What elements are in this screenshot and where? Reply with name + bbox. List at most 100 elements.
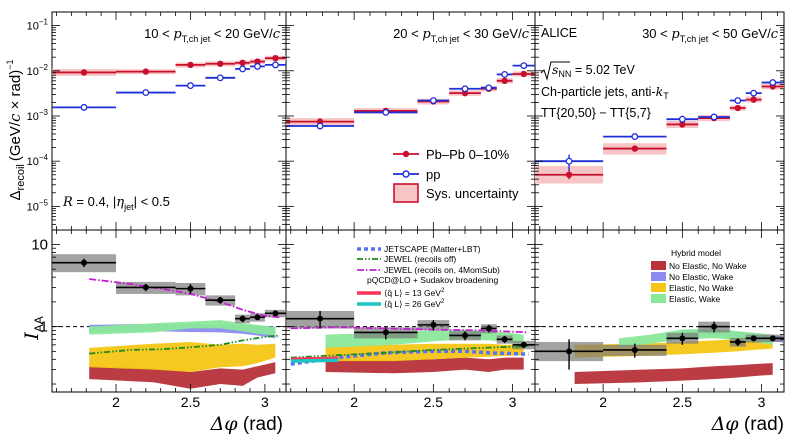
pbpb-point-p1-3 xyxy=(187,61,194,69)
pp-point-p2-3 xyxy=(429,97,437,104)
iaa-point-p1-7 xyxy=(272,310,279,317)
legend-sys: Sys. uncertainty xyxy=(393,183,519,203)
legend-jewel-off-label: JEWEL (recoils off) xyxy=(384,254,456,264)
sqrt-symbol xyxy=(540,61,570,81)
pp-point-p1-3 xyxy=(187,82,194,90)
eta-symbol: η xyxy=(116,195,124,210)
xtick-label-p1-2: 2.5 xyxy=(181,394,201,410)
pp-point-p1-1 xyxy=(80,103,88,111)
pp-point-p3-5 xyxy=(734,97,742,104)
pp-point-p1-5 xyxy=(239,65,247,73)
legend-pbpb-label: Pb–Pb 0–10% xyxy=(426,147,510,162)
legend-ne-nw-label: No Elastic, No Wake xyxy=(669,261,747,271)
iaa-point-p1-4 xyxy=(217,297,224,304)
band-e_nw-p1 xyxy=(89,342,276,372)
pt2-c: c xyxy=(522,27,530,42)
top-legend: Pb–Pb 0–10% pp Sys. uncertainty xyxy=(393,147,519,203)
legend-q13-label: ⟨q̂ L⟩ = 13 GeV2 xyxy=(384,288,445,298)
top-ytick-label-5: 10−1 xyxy=(27,18,49,33)
xlabel-3: Δφ (rad) xyxy=(711,413,784,435)
iaa-point-p1-2 xyxy=(142,284,149,291)
models-legend: JETSCAPE (Matter+LBT) JEWEL (recoils off… xyxy=(357,244,500,309)
legend-e-w-label: Elastic, Wake xyxy=(669,294,720,304)
pt3-c: c xyxy=(771,27,779,42)
alice-annotations: ALICE sNN = 5.02 TeV Ch-particle jets, a… xyxy=(540,26,669,120)
r-eta-label: R = 0.4, |ηjet| < 0.5 xyxy=(62,194,170,212)
pp-point-p2-1 xyxy=(316,122,324,130)
pp-point-p3-2 xyxy=(631,133,639,141)
top-ytick-base-3: 10 xyxy=(27,111,39,123)
pt3-p: p xyxy=(671,27,680,42)
pp-point-p2-6 xyxy=(501,71,509,78)
ylabel-main: (GeV/ xyxy=(7,121,24,161)
panel-title-2: 20 < pT,ch jet < 30 GeV/c xyxy=(393,26,530,44)
iaa-point-p2-5 xyxy=(485,325,492,332)
pp-point-p3-1 xyxy=(565,157,573,165)
legend-e-nw-label: Elastic, No Wake xyxy=(669,283,734,293)
pp-point-p3-3 xyxy=(678,115,686,123)
iaa-point-p3-3 xyxy=(679,335,686,342)
q26-text: ⟨q̂ L⟩ = 26 GeV xyxy=(384,299,441,309)
top-ytick-exp-2: −4 xyxy=(39,153,49,162)
pp-point-p1-4 xyxy=(216,74,224,82)
pp-point-p1-6 xyxy=(254,62,261,70)
eta-cut: | < 0.5 xyxy=(134,194,170,209)
xtick-label-p1-1: 2 xyxy=(112,394,120,410)
pbpb-point-p2-7 xyxy=(520,70,527,78)
jets-label: Ch-particle jets, anti-kT xyxy=(541,84,669,101)
pt1-c: c xyxy=(273,27,281,42)
legend-ne-w-swatch xyxy=(651,272,666,281)
pbpb-point-p1-7 xyxy=(272,54,279,62)
legend-pp-marker xyxy=(402,170,410,178)
curve-q26-p2 xyxy=(290,358,339,363)
ylabel-times: × rad) xyxy=(7,70,24,114)
pt1-p: p xyxy=(173,27,182,42)
top-plot-layer xyxy=(52,54,784,184)
pp-point-p3-4 xyxy=(710,113,718,121)
top-ytick-label-4: 10−2 xyxy=(27,63,49,78)
top-ytick-exp-1: −5 xyxy=(39,198,49,207)
pp-point-p1-2 xyxy=(142,89,150,97)
pp-point-p3-6 xyxy=(750,89,758,97)
eta-sub: jet xyxy=(123,202,134,212)
pt2-p: p xyxy=(422,27,431,42)
curve-q13-p2 xyxy=(290,356,339,362)
top-ytick-base-1: 10 xyxy=(27,201,39,213)
xlabel-1-dphi: Δφ xyxy=(210,413,239,435)
xtick-label-p2-1: 2 xyxy=(350,394,358,410)
panel-title-3: 30 < pT,ch jet < 50 GeV/c xyxy=(642,26,779,44)
pbpb-point-p1-6 xyxy=(254,58,261,65)
pt1-b: < 20 GeV/ xyxy=(210,26,273,41)
q26-exp: 2 xyxy=(441,299,445,305)
pp-point-p2-7 xyxy=(520,62,528,70)
iaa-i: I xyxy=(21,332,43,341)
bot-ytick-label-2: 10 xyxy=(31,236,48,253)
band-ne_nw-p3 xyxy=(574,363,773,384)
iaa-point-p2-6 xyxy=(501,336,508,343)
iaa-point-p1-1 xyxy=(81,259,88,266)
pp-point-p2-4 xyxy=(461,85,469,93)
legend-pqcd-label: pQCD@LO + Sudakov broadening xyxy=(367,275,499,285)
xtick-label-p2-3: 3 xyxy=(509,394,517,410)
curve-jewel_off-p2 xyxy=(290,345,529,359)
legend-sys-label: Sys. uncertainty xyxy=(426,186,519,201)
xtick-label-p2-2: 2.5 xyxy=(424,394,444,410)
svg-text:Δrecoil(GeV/c × rad)−1: Δrecoil (GeV/c × rad)−1 xyxy=(5,60,27,201)
band-e_w-p1 xyxy=(89,320,276,336)
frame-bottom-3 xyxy=(534,229,785,393)
ylabel-c: c xyxy=(6,113,24,122)
top-ytick-exp-3: −3 xyxy=(39,108,49,117)
legend-ne-nw-swatch xyxy=(651,261,666,270)
iaa-point-p3-7 xyxy=(769,335,776,342)
iaa-point-p2-7 xyxy=(520,341,527,348)
energy-label: = 5.02 TeV xyxy=(571,63,635,77)
r-symbol: R xyxy=(62,195,73,210)
xtick-label-p3-3: 3 xyxy=(758,394,766,410)
xtick-label-p3-2: 2.5 xyxy=(673,394,693,410)
iaa-point-p2-1 xyxy=(317,315,324,322)
pbpb-point-p1-5 xyxy=(239,59,246,67)
legend-jetscape-label: JETSCAPE (Matter+LBT) xyxy=(384,244,481,254)
legend-e-w-swatch xyxy=(651,294,666,303)
top-y-axis-title: Δrecoil (GeV/c × rad)−1 xyxy=(5,60,27,201)
